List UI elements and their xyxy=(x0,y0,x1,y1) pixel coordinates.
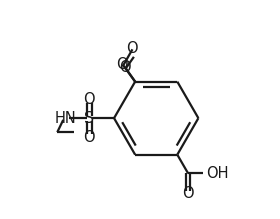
Text: O: O xyxy=(83,130,95,145)
Text: O: O xyxy=(126,41,138,56)
Text: S: S xyxy=(84,111,94,126)
Text: HN: HN xyxy=(55,111,76,126)
Text: O: O xyxy=(182,186,194,201)
Text: OH: OH xyxy=(206,166,228,181)
Text: O: O xyxy=(83,92,95,107)
Text: O: O xyxy=(120,60,131,75)
Text: O: O xyxy=(116,57,128,72)
